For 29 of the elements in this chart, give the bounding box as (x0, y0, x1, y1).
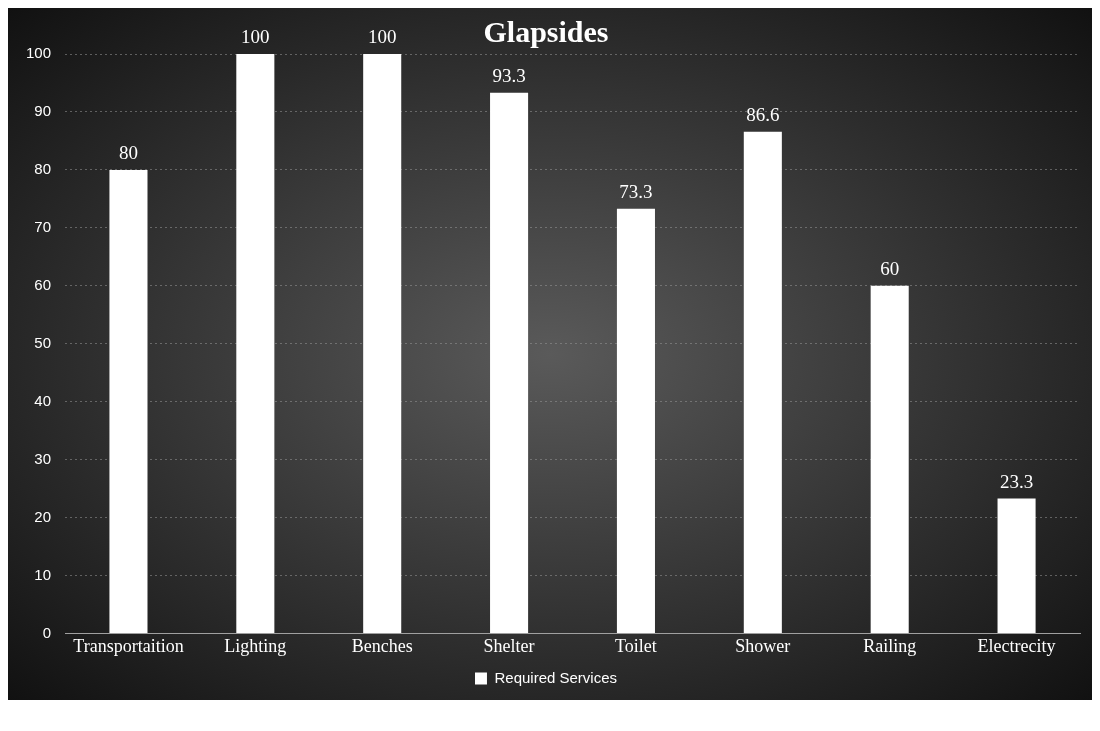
x-tick-label: Shower (735, 635, 791, 656)
y-tick-label: 70 (34, 217, 52, 235)
y-tick-label: 80 (34, 160, 52, 178)
y-tick-label: 10 (34, 565, 52, 583)
y-tick-label: 30 (34, 449, 52, 467)
data-label: 100 (367, 26, 397, 48)
y-tick-label: 60 (34, 275, 52, 293)
x-tick-label: Benches (351, 635, 413, 656)
y-tick-label: 40 (34, 391, 52, 409)
x-tick-label: Electrecity (977, 635, 1056, 656)
chart-title: Glapsides (483, 14, 609, 48)
x-tick-label: Lighting (224, 635, 287, 656)
y-tick-label: 90 (34, 102, 52, 120)
data-label: 100 (241, 26, 270, 48)
y-tick-label: 20 (34, 507, 52, 525)
data-label: 80 (118, 142, 138, 164)
data-label: 86.6 (746, 104, 780, 126)
data-label: 93.3 (492, 65, 526, 87)
x-tick-label: Railing (863, 635, 917, 656)
x-tick-label: Transportaition (73, 635, 184, 656)
y-tick-label: 0 (42, 623, 52, 641)
y-tick-label: 50 (34, 333, 52, 351)
x-tick-label: Toilet (615, 635, 657, 656)
x-tick-label: Shelter (483, 635, 535, 656)
y-tick-label: 100 (26, 44, 52, 62)
data-label: 73.3 (619, 181, 653, 203)
data-label: 23.3 (999, 470, 1034, 492)
data-label: 60 (880, 258, 900, 280)
legend-label: Required Services (494, 668, 618, 686)
